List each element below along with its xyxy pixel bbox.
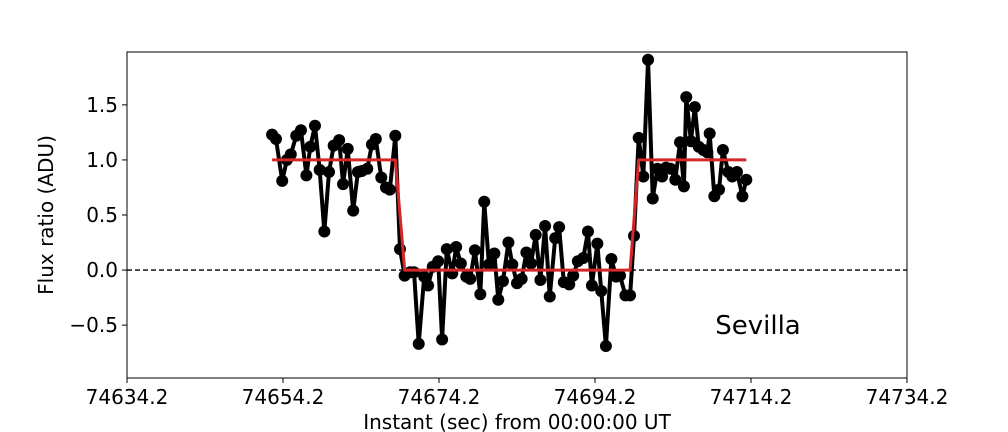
data-point (677, 180, 690, 193)
data-point (318, 225, 331, 238)
data-point (276, 174, 289, 187)
y-tick-label: 0.5 (86, 203, 118, 227)
data-point (539, 220, 552, 233)
data-point (736, 190, 749, 203)
data-point (674, 136, 687, 149)
data-point (488, 247, 501, 260)
data-point (581, 225, 594, 238)
plot-frame (126, 51, 908, 379)
data-point (333, 134, 346, 147)
data-point (669, 173, 682, 186)
data-point (680, 91, 693, 104)
data-point (591, 237, 604, 250)
data-point (347, 204, 360, 217)
data-point (595, 284, 608, 297)
x-tick-label: 74674.2 (398, 385, 481, 409)
data-point (534, 273, 547, 286)
data-point (502, 236, 515, 249)
data-point (422, 279, 435, 292)
data-point (740, 173, 753, 186)
data-point (482, 258, 495, 271)
data-point (432, 255, 445, 268)
y-tick-label: 1.5 (86, 93, 118, 117)
data-point (294, 124, 307, 137)
data-point (642, 53, 655, 66)
data-point (713, 183, 726, 196)
x-axis-label: Instant (sec) from 00:00:00 UT (363, 410, 671, 432)
data-point (464, 272, 477, 285)
data-point (304, 140, 317, 153)
data-point (701, 146, 714, 159)
data-point (313, 163, 326, 176)
data-point (703, 127, 716, 140)
data-point (369, 133, 382, 146)
data-point (664, 162, 677, 175)
data-point (599, 340, 612, 353)
data-point (688, 101, 701, 114)
data-point (383, 183, 396, 196)
data-point (440, 243, 453, 256)
data-point (450, 240, 463, 253)
data-point (361, 162, 374, 175)
data-point (468, 244, 481, 257)
data-point (478, 195, 491, 208)
data-point (454, 257, 467, 270)
data-point (389, 129, 402, 142)
annotation: Sevilla (715, 311, 801, 341)
data-point (716, 144, 729, 157)
data-point (308, 119, 321, 132)
data-point (637, 170, 650, 183)
series-line (270, 57, 749, 349)
data-point (553, 221, 566, 234)
data-point (577, 251, 590, 264)
x-tick-label: 74694.2 (554, 385, 637, 409)
x-tick-label: 74654.2 (242, 385, 325, 409)
data-point (520, 246, 533, 259)
x-tick-label: 74714.2 (710, 385, 793, 409)
data-point (567, 269, 580, 282)
y-tick-label: 0.0 (86, 258, 118, 282)
data-point (585, 279, 598, 292)
y-tick-label: 1.0 (86, 148, 118, 172)
data-point (474, 288, 487, 301)
data-point (730, 166, 743, 179)
data-point (375, 171, 388, 184)
data-point (613, 269, 626, 282)
data-point (436, 333, 449, 346)
data-point (525, 257, 538, 270)
data-point (549, 232, 562, 245)
x-tick-label: 74734.2 (866, 385, 949, 409)
data-point (632, 131, 645, 144)
data-point (337, 178, 350, 191)
data-point (341, 142, 354, 155)
data-point (543, 290, 556, 303)
data-point (492, 293, 505, 306)
y-tick-label: −0.5 (69, 313, 118, 337)
data-point (496, 275, 509, 288)
data-point (284, 148, 297, 161)
data-point (300, 169, 313, 182)
data-point (269, 133, 282, 146)
data-point (646, 192, 659, 205)
y-axis-label: Flux ratio (ADU) (34, 135, 58, 295)
data-point (624, 289, 637, 302)
data-point (515, 272, 528, 285)
series-line (272, 158, 747, 272)
data-point (323, 166, 336, 179)
data-point (605, 253, 618, 266)
data-point (412, 337, 425, 350)
x-tick-label: 74634.2 (86, 385, 169, 409)
data-point (506, 258, 519, 271)
data-point (529, 228, 542, 241)
